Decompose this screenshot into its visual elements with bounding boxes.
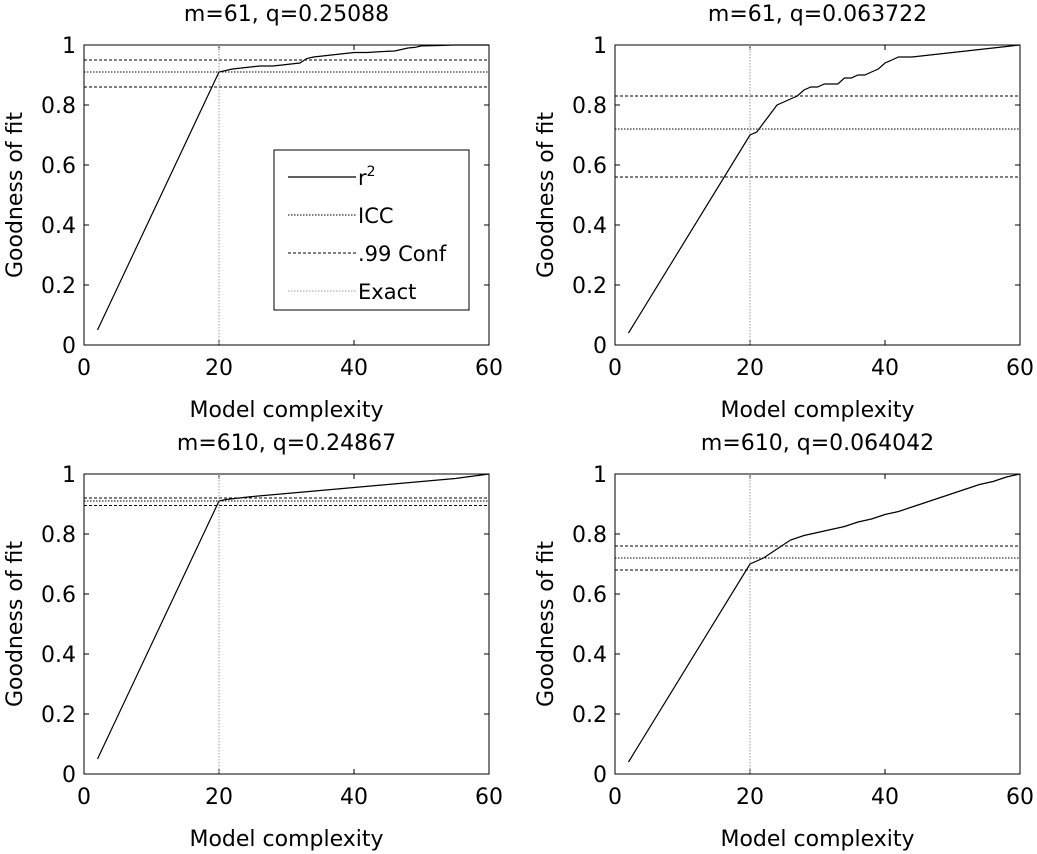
axes-box xyxy=(614,473,1021,775)
y-tick-label: 0.6 xyxy=(572,154,607,179)
chart-title: m=610, q=0.064042 xyxy=(701,431,934,456)
chart-title: m=610, q=0.24867 xyxy=(177,431,396,456)
y-tick-label: 1 xyxy=(593,34,607,59)
chart-title: m=61, q=0.25088 xyxy=(184,2,389,27)
y-tick-label: 0.8 xyxy=(41,523,76,548)
chart-title: m=61, q=0.063722 xyxy=(708,2,927,27)
y-tick-label: 0 xyxy=(593,334,607,359)
y-tick-label: 0.4 xyxy=(41,643,76,668)
y-tick-label: 0.4 xyxy=(572,214,607,239)
x-tick-label: 60 xyxy=(475,356,503,381)
y-tick-label: 1 xyxy=(593,463,607,488)
x-tick-label: 40 xyxy=(340,356,368,381)
x-tick-label: 60 xyxy=(1006,356,1034,381)
y-axis-label: Goodness of fit xyxy=(534,541,559,707)
y-tick-label: 0.4 xyxy=(572,643,607,668)
y-axis-label: Goodness of fit xyxy=(534,112,559,278)
y-tick-label: 0.8 xyxy=(572,523,607,548)
chart-panel-4: 0 20 40 60 0 0.2 0.4 0.6 0.8 1 m=610, q=0.064042 Mo… xyxy=(534,431,1034,852)
axes-box xyxy=(83,473,490,775)
r2-series-line xyxy=(96,473,490,760)
y-tick-label: 0.2 xyxy=(572,274,607,299)
y-tick-label: 0.8 xyxy=(572,94,607,119)
x-tick-label: 20 xyxy=(736,356,764,381)
legend-entry-label: ICC xyxy=(358,204,394,228)
x-tick-label: 60 xyxy=(475,785,503,810)
y-tick-label: 0.8 xyxy=(41,94,76,119)
x-axis-label: Model complexity xyxy=(720,827,914,852)
y-tick-label: 0 xyxy=(62,334,76,359)
x-axis-label: Model complexity xyxy=(189,398,383,423)
x-axis-label: Model complexity xyxy=(189,827,383,852)
legend-superscript: 2 xyxy=(367,164,376,180)
y-tick-label: 0.2 xyxy=(41,703,76,728)
chart-panel-1: 0 20 40 60 0 0.2 0.4 0.6 0.8 1 m=61, q=0.25088 Mode… xyxy=(3,2,503,423)
y-tick-label: 0.4 xyxy=(41,214,76,239)
y-tick-label: 0 xyxy=(62,763,76,788)
legend-entry-label: Exact xyxy=(358,280,416,304)
x-tick-label: 20 xyxy=(205,356,233,381)
y-tick-label: 1 xyxy=(62,463,76,488)
chart-panel-2: 0 20 40 60 0 0.2 0.4 0.6 0.8 1 m=61, q=0.063722 Mod… xyxy=(534,2,1034,423)
x-axis-label: Model complexity xyxy=(720,398,914,423)
x-tick-label: 60 xyxy=(1006,785,1034,810)
y-axis-label: Goodness of fit xyxy=(3,541,28,707)
x-tick-label: 20 xyxy=(736,785,764,810)
x-tick-label: 0 xyxy=(608,356,622,381)
y-tick-label: 0.6 xyxy=(572,583,607,608)
r2-series-line xyxy=(627,44,1021,334)
y-tick-label: 0.6 xyxy=(41,154,76,179)
r2-series-line xyxy=(627,473,1021,763)
x-tick-label: 0 xyxy=(77,785,91,810)
y-tick-label: 0.6 xyxy=(41,583,76,608)
legend-entry-label: .99 Conf xyxy=(358,242,447,266)
x-tick-label: 0 xyxy=(608,785,622,810)
r2-series-line xyxy=(96,44,489,331)
axes-box xyxy=(614,44,1021,346)
x-tick-label: 40 xyxy=(340,785,368,810)
x-tick-label: 40 xyxy=(871,356,899,381)
y-tick-label: 0 xyxy=(593,763,607,788)
y-axis-label: Goodness of fit xyxy=(3,112,28,278)
y-tick-label: 0.2 xyxy=(572,703,607,728)
y-tick-label: 0.2 xyxy=(41,274,76,299)
x-tick-label: 20 xyxy=(205,785,233,810)
y-tick-label: 1 xyxy=(62,34,76,59)
x-tick-label: 40 xyxy=(871,785,899,810)
chart-panel-3: 0 20 40 60 0 0.2 0.4 0.6 0.8 1 m=610, q=0.24867 Mod… xyxy=(3,431,503,852)
x-tick-label: 0 xyxy=(77,356,91,381)
